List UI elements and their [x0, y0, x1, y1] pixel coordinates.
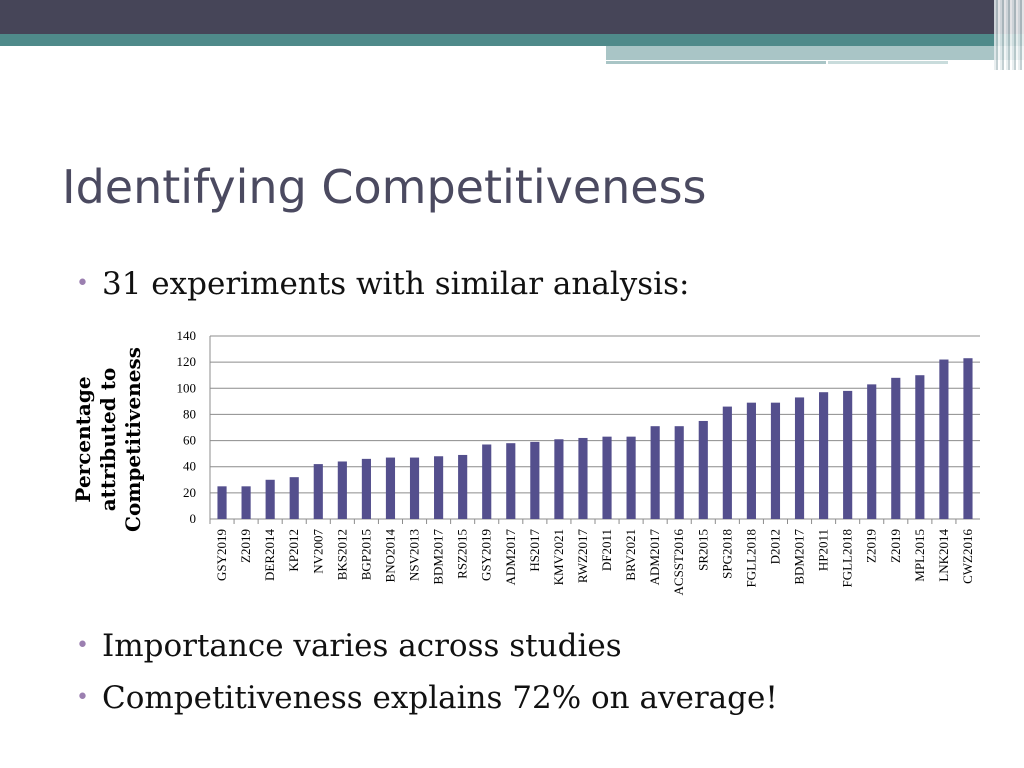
bar — [482, 444, 492, 519]
x-tick-label: GSY2019 — [214, 529, 229, 581]
x-tick-label: SR2015 — [695, 529, 710, 571]
bar — [891, 377, 901, 519]
slide-title: Identifying Competitiveness — [62, 160, 707, 214]
x-tick-label: CWZ2016 — [960, 529, 975, 584]
x-tick-label: BRV2021 — [623, 529, 638, 581]
bar — [674, 426, 684, 519]
bar — [722, 406, 732, 519]
y-tick-label: 80 — [183, 406, 196, 421]
bar — [313, 464, 323, 519]
bar — [458, 454, 468, 519]
bar — [915, 375, 925, 519]
y-tick-label: 20 — [183, 485, 196, 500]
y-axis-label-line: attributed to — [96, 368, 120, 512]
x-tick-label: D2012 — [767, 529, 782, 564]
bullet-dot-icon: • — [76, 633, 89, 658]
x-tick-label: DER2014 — [262, 529, 277, 582]
y-tick-label: 100 — [177, 380, 197, 395]
x-tick-labels: GSY2019 Z2019 DER2014 KP2012 NV2007 BKS2012 BG… — [214, 529, 975, 596]
gridlines — [209, 335, 980, 524]
x-tick-label: ADM2017 — [503, 529, 518, 586]
bar — [843, 390, 853, 519]
bar — [794, 397, 805, 519]
y-axis-label-line: Percentage — [71, 376, 95, 502]
bar — [939, 359, 949, 519]
x-tick-label: FGLL2018 — [743, 529, 758, 588]
bullet-dot-icon: • — [76, 685, 89, 710]
bar — [554, 439, 564, 519]
bar — [361, 458, 371, 519]
y-tick-label: 40 — [183, 459, 196, 474]
bullet-text: Competitiveness explains 72% on average! — [102, 680, 778, 716]
bar — [265, 479, 275, 519]
bar — [337, 461, 347, 519]
bar — [506, 443, 516, 519]
x-tick-label: BKS2012 — [334, 529, 349, 580]
x-tick-label: FGLL2018 — [840, 529, 855, 588]
bar — [578, 437, 588, 519]
header-thin-line — [606, 61, 826, 64]
x-tick-label: MPL2015 — [912, 529, 927, 582]
bars — [217, 358, 973, 519]
bar — [409, 457, 420, 519]
header-thin-line-2 — [828, 61, 948, 64]
x-tick-label: Z2019 — [238, 529, 253, 563]
bar — [241, 486, 251, 519]
y-tick-label: 60 — [183, 433, 196, 448]
x-tick-label: NSV2013 — [407, 529, 422, 581]
x-tick-label: RSZ2015 — [455, 529, 470, 579]
x-tick-label: HP2011 — [816, 529, 831, 571]
x-tick-label: RWZ2017 — [575, 529, 590, 584]
y-axis-label-line: Competitiveness — [121, 347, 145, 532]
bar — [602, 436, 612, 519]
bar — [650, 426, 660, 519]
x-tick-label: DF2011 — [599, 529, 614, 571]
x-tick-label: GSY2019 — [479, 529, 494, 581]
y-tick-label: 0 — [190, 511, 197, 526]
x-tick-label: KP2012 — [286, 529, 301, 572]
bar — [530, 441, 540, 519]
x-tick-label: ADM2017 — [647, 529, 662, 586]
bullet-dot-icon: • — [76, 271, 89, 296]
header-band — [0, 0, 1024, 34]
x-tick-label: BDM2017 — [431, 529, 446, 585]
bar — [217, 486, 227, 519]
bar — [698, 420, 708, 519]
x-tick-label: BNO2014 — [382, 529, 397, 583]
bar — [867, 384, 877, 519]
bar — [289, 477, 299, 519]
bar — [963, 358, 973, 519]
bar — [819, 392, 829, 519]
y-tick-label: 140 — [177, 328, 197, 343]
bar — [770, 402, 781, 519]
x-tick-label: LNK2014 — [936, 529, 951, 582]
x-tick-label: BGP2015 — [358, 529, 373, 580]
bar — [626, 436, 636, 519]
header-vertical-stripes — [994, 0, 1024, 70]
y-tick-labels: 0 20 40 60 80 100 120 140 — [177, 328, 197, 526]
bar — [385, 457, 396, 519]
x-tick-label: Z2019 — [888, 529, 903, 563]
bullet-text: 31 experiments with similar analysis: — [102, 266, 690, 302]
bar — [746, 402, 756, 519]
x-tick-label: BDM2017 — [792, 529, 807, 585]
bar — [434, 456, 444, 519]
bullet-text: Importance varies across studies — [102, 628, 622, 664]
header-teal-stripe — [0, 34, 1024, 46]
x-tick-label: Z2019 — [864, 529, 879, 563]
x-tick-label: KMV2021 — [551, 529, 566, 585]
x-tick-label: ACSST2016 — [671, 529, 686, 596]
header-light-stripe — [606, 46, 1024, 60]
x-tick-label: NV2007 — [310, 529, 325, 574]
x-tick-label: HS2017 — [527, 529, 542, 572]
bar-chart: Percentage attributed to Competitiveness… — [71, 328, 980, 596]
y-tick-label: 120 — [177, 354, 197, 369]
x-tick-label: SPG2018 — [719, 529, 734, 579]
